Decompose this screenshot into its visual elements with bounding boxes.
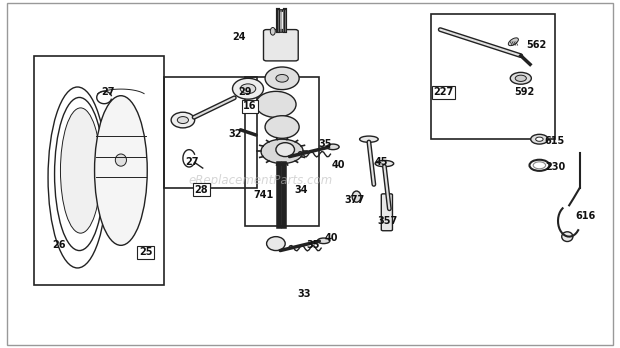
Circle shape (515, 75, 526, 81)
Text: 34: 34 (294, 185, 308, 195)
Text: 35: 35 (319, 140, 332, 149)
Text: 40: 40 (325, 234, 339, 243)
Text: 27: 27 (102, 87, 115, 97)
Ellipse shape (267, 237, 285, 251)
Text: 25: 25 (139, 247, 153, 257)
Ellipse shape (265, 67, 299, 90)
Ellipse shape (171, 112, 195, 128)
Ellipse shape (61, 108, 101, 233)
Text: 562: 562 (526, 40, 546, 50)
Ellipse shape (360, 136, 378, 142)
Ellipse shape (327, 144, 339, 150)
Circle shape (536, 137, 543, 141)
Text: 615: 615 (545, 136, 565, 146)
Ellipse shape (261, 139, 303, 164)
Ellipse shape (352, 191, 361, 202)
Ellipse shape (562, 232, 573, 242)
Bar (34, 56, 164, 285)
Ellipse shape (255, 92, 296, 118)
FancyBboxPatch shape (381, 194, 392, 231)
Ellipse shape (375, 160, 394, 167)
Text: 45: 45 (374, 157, 388, 167)
Text: 377: 377 (345, 195, 365, 205)
Text: 16: 16 (243, 101, 257, 111)
Text: 27: 27 (185, 157, 199, 167)
Text: 26: 26 (52, 240, 66, 250)
Ellipse shape (115, 154, 126, 166)
Text: eReplacementParts.com: eReplacementParts.com (188, 174, 332, 188)
Ellipse shape (241, 84, 255, 94)
Text: 741: 741 (254, 190, 273, 200)
Bar (245, 77, 319, 226)
Ellipse shape (95, 96, 148, 245)
Text: 28: 28 (195, 185, 208, 195)
Circle shape (531, 134, 548, 144)
Ellipse shape (265, 116, 299, 139)
Text: 230: 230 (545, 162, 565, 172)
Ellipse shape (270, 27, 275, 35)
FancyBboxPatch shape (264, 30, 298, 61)
Text: 592: 592 (514, 87, 534, 97)
Ellipse shape (177, 117, 188, 124)
Text: 616: 616 (576, 211, 596, 221)
Text: 40: 40 (331, 160, 345, 170)
Text: 357: 357 (378, 216, 397, 226)
Ellipse shape (317, 238, 330, 244)
Text: 227: 227 (433, 87, 453, 97)
Ellipse shape (276, 143, 294, 157)
Bar (431, 14, 555, 139)
Text: 35: 35 (306, 240, 320, 250)
Text: 29: 29 (238, 87, 252, 97)
Ellipse shape (232, 78, 264, 99)
Ellipse shape (276, 74, 288, 82)
Ellipse shape (508, 38, 518, 46)
Text: 24: 24 (232, 32, 246, 41)
Circle shape (510, 72, 531, 84)
Bar (164, 77, 257, 188)
Text: 33: 33 (297, 289, 311, 299)
Text: 32: 32 (229, 129, 242, 139)
